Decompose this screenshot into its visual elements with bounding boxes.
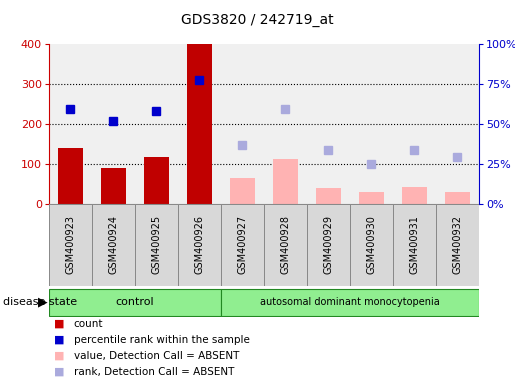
Text: GSM400926: GSM400926 — [195, 215, 204, 274]
Bar — [393, 204, 436, 286]
Bar — [230, 178, 255, 204]
Text: ■: ■ — [54, 367, 64, 377]
Bar — [49, 289, 221, 316]
Bar — [402, 187, 427, 204]
Text: ■: ■ — [54, 335, 64, 345]
Text: value, Detection Call = ABSENT: value, Detection Call = ABSENT — [74, 351, 239, 361]
Bar — [144, 157, 169, 204]
Text: ■: ■ — [54, 319, 64, 329]
Bar — [58, 148, 83, 204]
Text: GSM400927: GSM400927 — [237, 215, 247, 274]
Bar — [186, 44, 212, 204]
Text: GSM400928: GSM400928 — [281, 215, 290, 274]
Text: autosomal dominant monocytopenia: autosomal dominant monocytopenia — [260, 297, 440, 308]
Text: control: control — [115, 297, 154, 308]
Bar — [92, 204, 135, 286]
Text: rank, Detection Call = ABSENT: rank, Detection Call = ABSENT — [74, 367, 234, 377]
Text: ▶: ▶ — [38, 296, 47, 309]
Text: count: count — [74, 319, 103, 329]
Text: GSM400923: GSM400923 — [65, 215, 75, 274]
Text: GSM400924: GSM400924 — [109, 215, 118, 274]
Bar — [221, 289, 479, 316]
Bar — [49, 204, 92, 286]
Text: GSM400931: GSM400931 — [409, 215, 419, 274]
Text: GSM400932: GSM400932 — [453, 215, 462, 274]
Bar — [264, 204, 307, 286]
Bar — [444, 192, 470, 204]
Text: ■: ■ — [54, 351, 64, 361]
Bar — [272, 159, 298, 204]
Text: percentile rank within the sample: percentile rank within the sample — [74, 335, 250, 345]
Text: GSM400925: GSM400925 — [151, 215, 161, 274]
Bar — [178, 204, 221, 286]
Bar — [100, 168, 126, 204]
Text: disease state: disease state — [3, 297, 77, 308]
Bar — [307, 204, 350, 286]
Text: GSM400929: GSM400929 — [323, 215, 333, 274]
Text: GDS3820 / 242719_at: GDS3820 / 242719_at — [181, 13, 334, 27]
Bar — [135, 204, 178, 286]
Text: GSM400930: GSM400930 — [367, 215, 376, 274]
Bar — [350, 204, 393, 286]
Bar — [316, 188, 341, 204]
Bar — [358, 192, 384, 204]
Bar — [436, 204, 479, 286]
Bar — [221, 204, 264, 286]
